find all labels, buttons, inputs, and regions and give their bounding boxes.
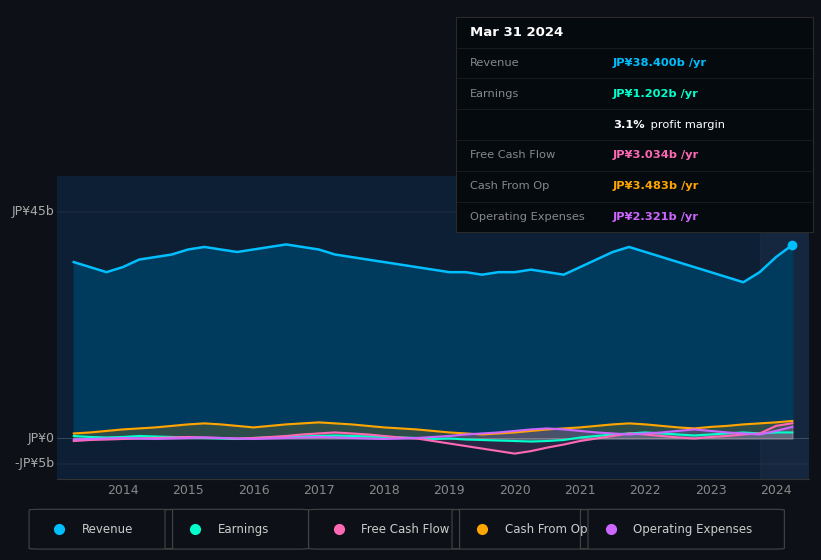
Bar <box>759 176 809 479</box>
Text: JP¥2.321b /yr: JP¥2.321b /yr <box>612 212 699 222</box>
Text: 3.1%: 3.1% <box>612 120 644 129</box>
Text: Operating Expenses: Operating Expenses <box>633 522 753 536</box>
Text: Earnings: Earnings <box>470 89 520 99</box>
Text: JP¥3.483b /yr: JP¥3.483b /yr <box>612 181 699 191</box>
Text: Revenue: Revenue <box>470 58 520 68</box>
Text: Cash From Op: Cash From Op <box>505 522 587 536</box>
Text: Operating Expenses: Operating Expenses <box>470 212 585 222</box>
Text: profit margin: profit margin <box>647 120 725 129</box>
Text: Free Cash Flow: Free Cash Flow <box>470 151 555 160</box>
Text: JP¥38.400b /yr: JP¥38.400b /yr <box>612 58 707 68</box>
Text: JP¥0: JP¥0 <box>27 432 54 445</box>
Text: JP¥3.034b /yr: JP¥3.034b /yr <box>612 151 699 160</box>
Text: Earnings: Earnings <box>218 522 269 536</box>
Text: Mar 31 2024: Mar 31 2024 <box>470 26 563 39</box>
Text: Revenue: Revenue <box>82 522 133 536</box>
Text: Cash From Op: Cash From Op <box>470 181 549 191</box>
Text: JP¥1.202b /yr: JP¥1.202b /yr <box>612 89 699 99</box>
Text: -JP¥5b: -JP¥5b <box>14 457 54 470</box>
Text: JP¥45b: JP¥45b <box>11 205 54 218</box>
Text: Free Cash Flow: Free Cash Flow <box>361 522 450 536</box>
